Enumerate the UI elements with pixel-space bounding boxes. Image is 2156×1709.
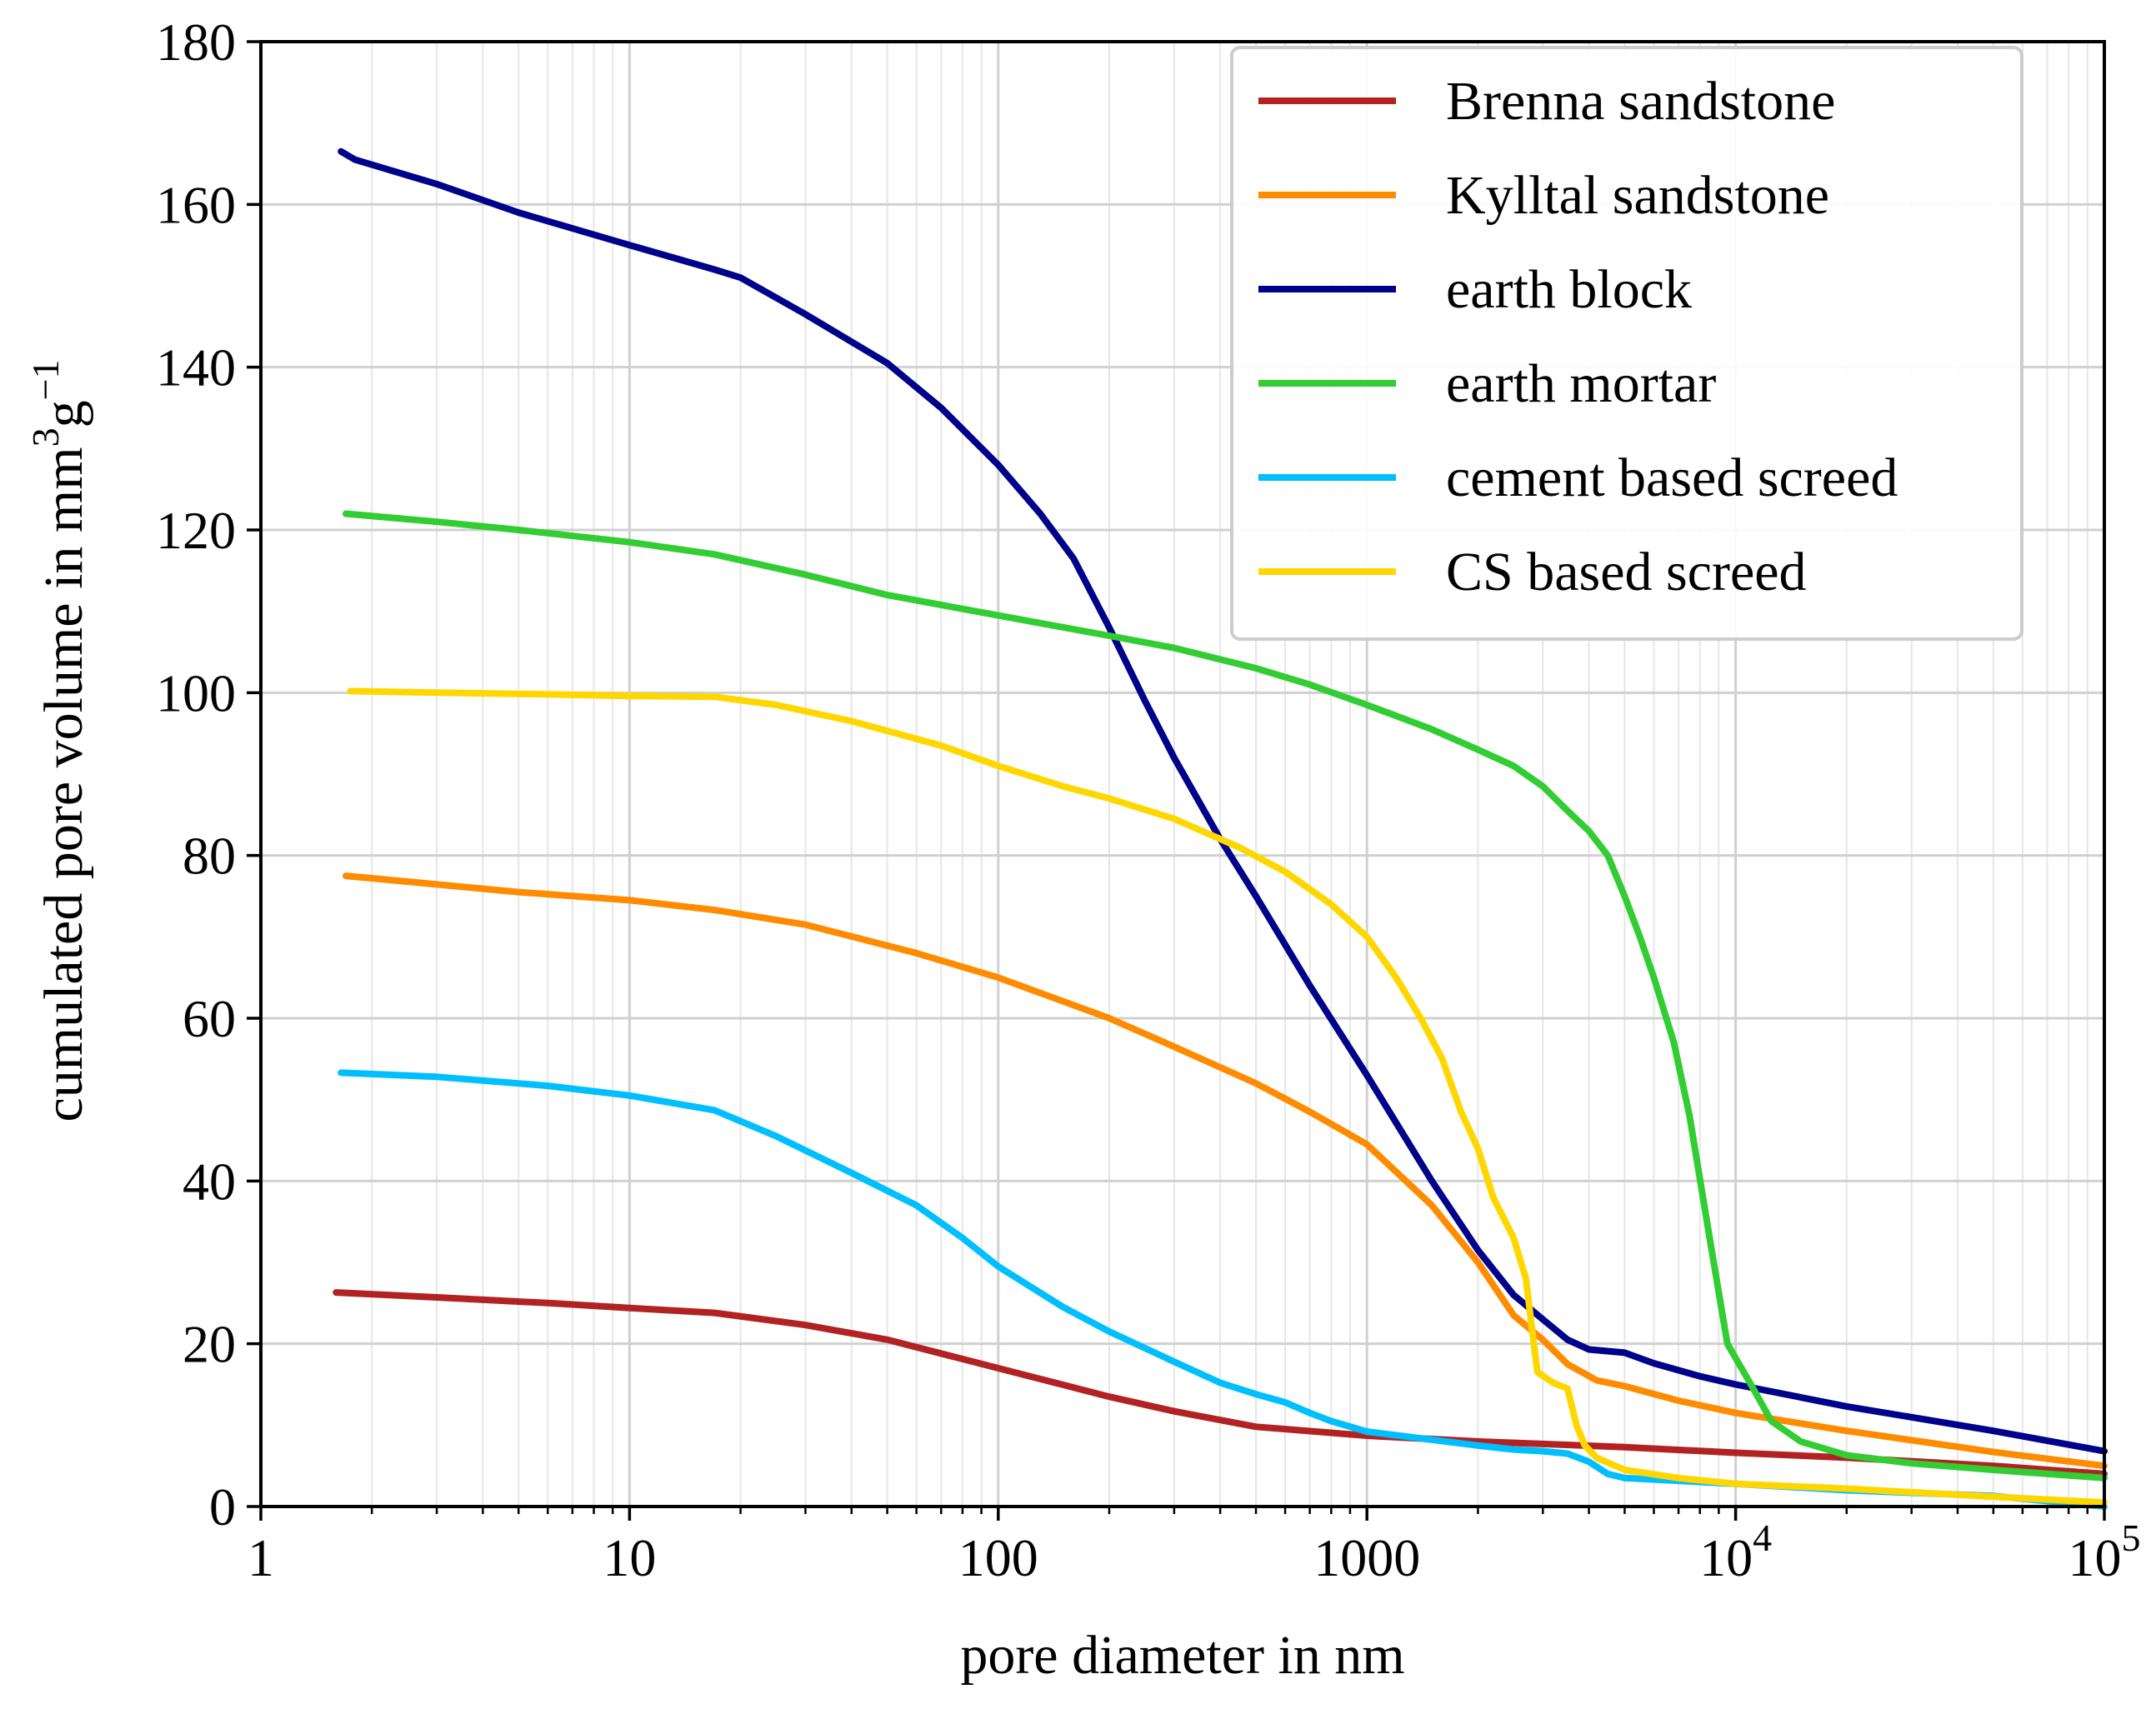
legend: Brenna sandstone Kylltal sandstone earth b… [1230,46,2023,641]
y-tick-labels: 0 20 40 60 80 100 120 140 160 180 [156,12,236,1537]
y-tick-label: 20 [183,1315,236,1374]
y-axis-label-sup-unit: 3 [24,427,67,447]
y-tick-label: 80 [183,827,236,886]
x-tick-label-base: 100 [958,1528,1038,1587]
x-tick-label-base: 1000 [1313,1528,1420,1587]
y-tick-label: 0 [209,1477,236,1537]
y-axis-label-sup-exp: −1 [24,359,67,400]
plot-frame [259,40,2106,1508]
x-tick-label-exponent: 5 [2122,1517,2141,1559]
y-axis-label-mid: g [33,400,94,427]
x-tick-label: 10 [603,1528,656,1587]
x-tick-labels: 1 10 100 1000 104 105 [248,1517,2141,1587]
x-axis-label: pore diameter in nm [960,1625,1404,1686]
series-lines [333,147,2108,1510]
x-tick-label: 104 [1699,1517,1772,1587]
x-tick-label: 105 [2068,1517,2141,1587]
x-tick-label-base: 10 [1699,1528,1753,1587]
legend-frame [1230,46,2023,641]
y-axis-label: cumulated pore volume in mm3g−1 [24,359,94,1122]
y-tick-label: 140 [156,338,236,397]
series-line-cement-based-screed [338,1069,2108,1510]
grid [259,40,2106,1508]
series-line-brenna-sandstone [333,1289,2108,1477]
y-tick-label: 120 [156,501,236,560]
ticks [247,40,2106,1521]
y-axis-label-main: cumulated pore volume in mm [33,447,94,1122]
y-tick-label: 160 [156,175,236,234]
x-tick-label: 1000 [1313,1528,1420,1587]
series-line-kylltal-sandstone [343,872,2108,1470]
x-tick-label-base: 10 [603,1528,656,1587]
legend-label-kylltal-sandstone: Kylltal sandstone [1446,165,1829,226]
y-tick-label: 40 [183,1152,236,1211]
y-tick-label: 60 [183,989,236,1048]
x-tick-label-base: 10 [2068,1528,2122,1587]
x-tick-label-base: 1 [248,1528,274,1587]
x-tick-label: 100 [958,1528,1038,1587]
series-line-earth-mortar [343,510,2108,1482]
series-line-cs-based-screed [347,687,2108,1507]
legend-label-earth-block: earth block [1446,259,1692,320]
x-tick-label: 1 [248,1528,274,1587]
x-tick-label-exponent: 4 [1753,1517,1772,1559]
y-tick-label: 100 [156,663,236,722]
legend-label-cs-based-screed: CS based screed [1446,542,1807,602]
y-tick-label: 180 [156,12,236,72]
legend-label-brenna-sandstone: Brenna sandstone [1446,71,1835,132]
legend-label-earth-mortar: earth mortar [1446,353,1716,414]
legend-label-cement-based-screed: cement based screed [1446,447,1898,508]
